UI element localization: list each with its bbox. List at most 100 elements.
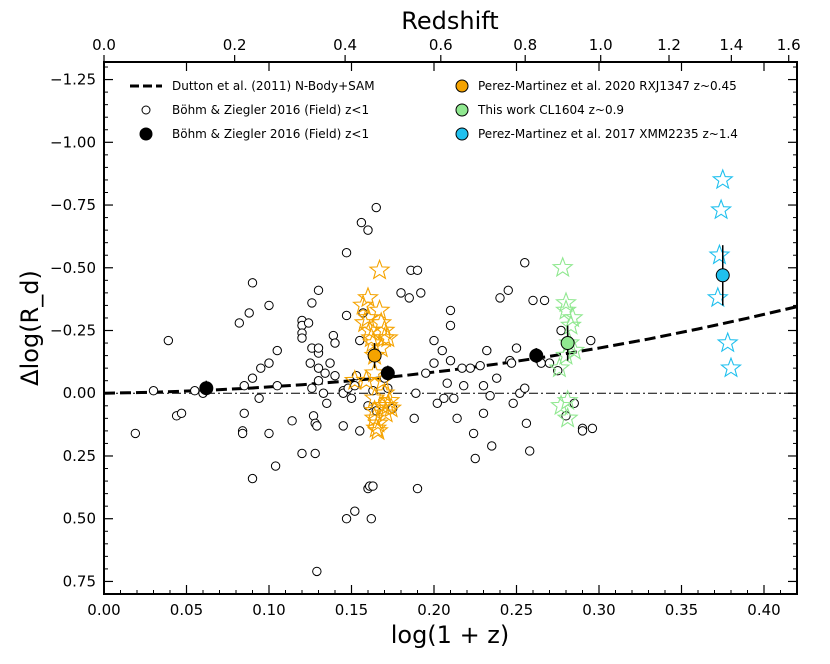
cluster-galaxy-star — [554, 291, 578, 313]
y-tick-label: 0.00 — [63, 384, 96, 402]
y-tick-label: 0.50 — [63, 510, 96, 528]
field-galaxy-point — [356, 217, 367, 228]
y-tick-label: 0.25 — [63, 447, 96, 465]
field-galaxy-point — [312, 421, 322, 431]
cluster-galaxy-star — [366, 411, 389, 433]
legend-label: Dutton et al. (2011) N-Body+SAM — [172, 79, 375, 93]
field-galaxy-point — [468, 428, 479, 439]
x-tick-label: 0.35 — [665, 601, 698, 619]
field-galaxy-point — [432, 398, 442, 408]
field-galaxy-point — [452, 413, 462, 424]
field-galaxy-point — [411, 388, 421, 398]
field-galaxy-point — [416, 288, 426, 298]
top-tick-label: 1.2 — [657, 36, 681, 54]
field-galaxy-point — [577, 426, 588, 436]
median-point — [560, 336, 575, 351]
field-galaxy-point — [163, 335, 174, 346]
field-galaxy-point — [368, 481, 378, 491]
field-galaxy-point — [310, 448, 320, 459]
median-point — [380, 366, 395, 381]
cluster-galaxy-star — [380, 396, 403, 418]
cluster-galaxy-star — [376, 394, 399, 416]
cluster-galaxy-star — [366, 419, 389, 441]
field-galaxy-point — [539, 295, 550, 306]
field-galaxy-point — [346, 393, 357, 403]
legend: Dutton et al. (2011) N-Body+SAM Böhm & Zi… — [130, 79, 738, 141]
field-galaxy-point — [482, 345, 492, 356]
x-tick-label: 0.15 — [335, 601, 368, 619]
x-axis-title: log(1 + z) — [391, 621, 510, 649]
field-galaxy-point — [465, 363, 475, 373]
field-galaxy-point — [363, 401, 373, 411]
field-galaxy-point — [429, 335, 439, 346]
cluster-galaxy-star — [352, 293, 375, 315]
field-galaxy-point — [325, 358, 335, 368]
field-galaxy-point — [366, 514, 376, 524]
legend-cluster-marker — [455, 127, 469, 141]
field-galaxy-point — [247, 373, 258, 383]
top-tick-label: 0.6 — [429, 36, 453, 54]
y-tick-label: 0.75 — [63, 572, 96, 590]
x-tick-label: 0.40 — [747, 601, 780, 619]
legend-cluster-marker — [455, 79, 469, 93]
cluster-galaxy-star — [368, 298, 391, 320]
field-galaxy-point — [506, 358, 517, 368]
field-galaxy-point — [478, 408, 489, 419]
field-galaxy-point — [412, 483, 423, 494]
field-galaxy-point — [442, 378, 452, 388]
field-galaxy-point — [404, 293, 414, 303]
plot-frame — [103, 61, 798, 595]
median-point — [529, 348, 544, 363]
field-galaxy-point — [492, 373, 502, 383]
field-galaxy-point — [371, 202, 381, 213]
field-galaxy-point — [318, 388, 329, 398]
field-galaxy-point — [272, 381, 282, 391]
field-galaxy-point — [313, 375, 324, 386]
field-galaxy-point — [449, 393, 459, 403]
field-galaxy-point — [485, 391, 495, 401]
legend-label: Perez-Martinez et al. 2020 RXJ1347 z~0.4… — [478, 79, 737, 93]
field-galaxy-point — [412, 265, 423, 275]
field-galaxy-point — [330, 370, 340, 381]
field-galaxy-point — [338, 421, 348, 431]
cluster-galaxy-star — [561, 306, 584, 328]
cluster-galaxy-star — [711, 168, 734, 190]
field-galaxy-point — [247, 278, 258, 288]
field-galaxy-point — [525, 446, 535, 456]
field-galaxy-point — [313, 363, 324, 373]
field-galaxy-point — [439, 393, 449, 403]
x-tick-label: 0.20 — [417, 601, 450, 619]
field-galaxy-point — [297, 333, 307, 343]
field-galaxy-point — [264, 358, 274, 368]
legend-label: This work CL1604 z~0.9 — [477, 103, 624, 117]
y-axis-title: Δlog(R_d) — [16, 270, 44, 386]
cluster-galaxy-star — [551, 256, 574, 278]
cluster-galaxy-star — [716, 331, 739, 353]
series-layer — [104, 168, 797, 577]
field-galaxy-point — [350, 506, 360, 516]
field-galaxy-point — [254, 393, 264, 403]
field-galaxy-point — [322, 398, 332, 408]
field-galaxy-point — [307, 298, 317, 308]
y-tick-label: −0.25 — [50, 322, 96, 340]
cluster-galaxy-star — [554, 344, 578, 365]
cluster-galaxy-star — [556, 389, 579, 411]
median-point — [367, 348, 382, 363]
field-galaxy-point — [409, 413, 419, 424]
field-galaxy-point — [429, 358, 439, 368]
legend-cluster-marker — [455, 103, 469, 117]
field-galaxy-point — [312, 566, 322, 577]
cluster-galaxy-star — [356, 286, 380, 308]
field-galaxy-point — [459, 381, 469, 391]
field-galaxy-point — [521, 418, 532, 429]
field-galaxy-point — [313, 285, 324, 296]
field-galaxy-point — [244, 308, 254, 318]
field-galaxy-point — [478, 381, 489, 391]
x-tick-label: 0.30 — [582, 601, 615, 619]
top-tick-label: 0.2 — [223, 36, 247, 54]
legend-field-filled-marker — [139, 127, 153, 141]
field-galaxy-point — [544, 358, 555, 368]
legend-label: Böhm & Ziegler 2016 (Field) z<1 — [172, 127, 369, 141]
field-galaxy-point — [330, 338, 340, 348]
